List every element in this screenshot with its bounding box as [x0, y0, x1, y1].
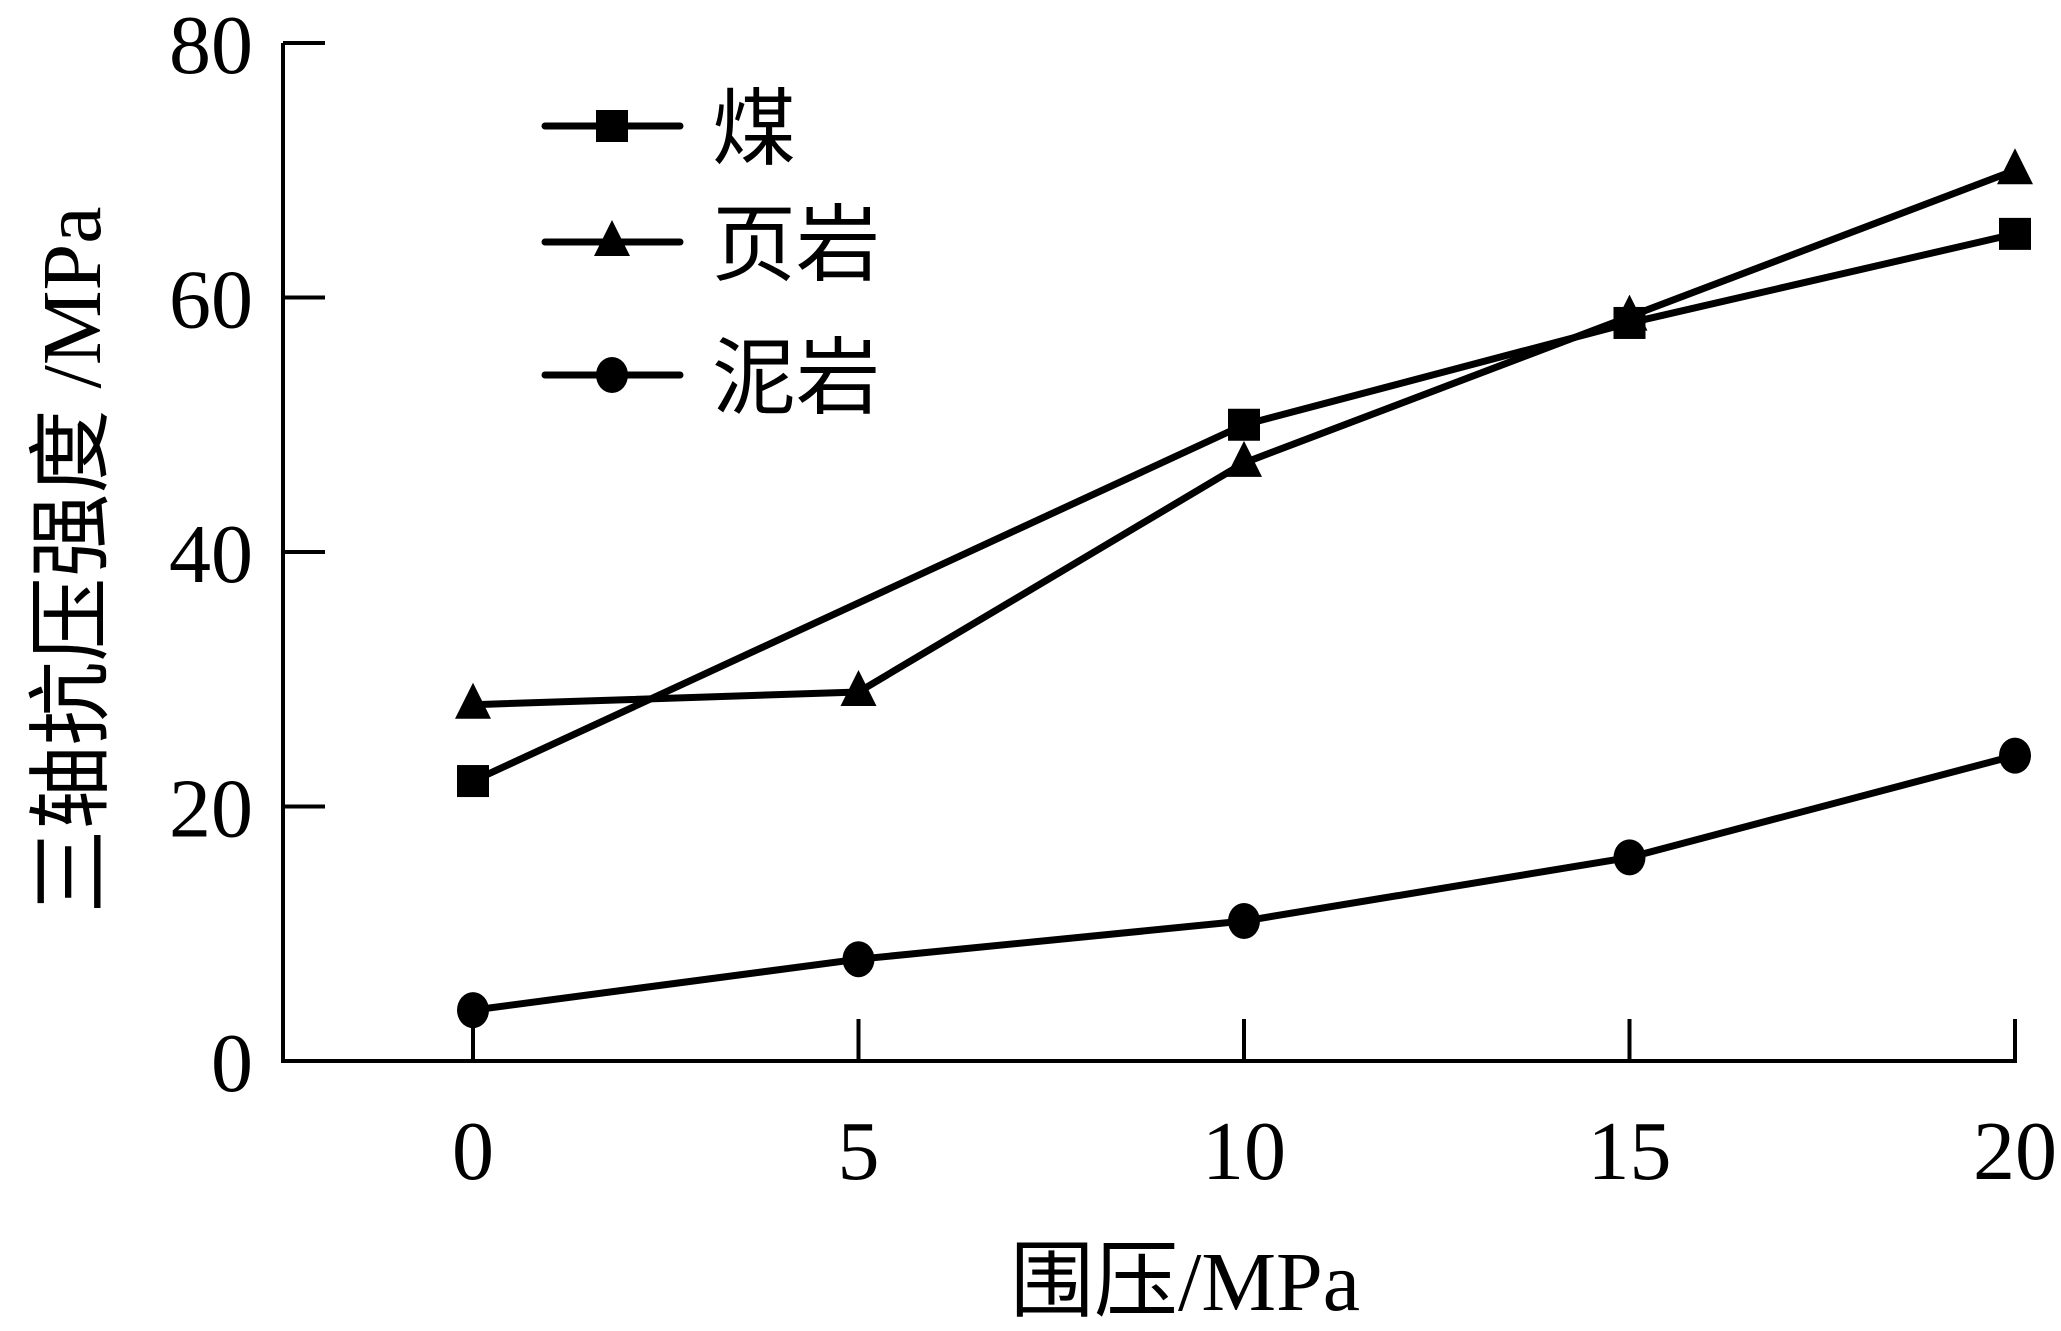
data-point: [1999, 217, 2031, 250]
axis-labels: 围压/MPa 三轴抗压强度 /MPa: [26, 206, 1360, 1329]
data-point: [457, 992, 489, 1029]
x-tick-label: 0: [452, 1105, 494, 1198]
y-tick-label: 80: [169, 0, 253, 92]
legend-item: 页岩: [541, 200, 880, 293]
legend-item: 煤: [541, 84, 796, 177]
y-tick-label: 0: [211, 1017, 253, 1110]
legend-label: 泥岩: [712, 333, 880, 426]
legend-item: 泥岩: [541, 333, 880, 426]
series-line: [472, 752, 2016, 1014]
legend-marker-triangle-icon: [594, 220, 630, 256]
legend-label: 页岩: [712, 200, 880, 293]
data-point: [842, 941, 875, 978]
legend-label: 煤: [712, 84, 796, 177]
data-point: [840, 669, 877, 706]
x-tick-label: 5: [838, 1105, 880, 1198]
data-point: [455, 682, 491, 719]
data-point: [457, 765, 489, 798]
data-point: [1226, 440, 1262, 477]
data-point: [1611, 294, 1648, 331]
legend-marker-square-icon: [596, 110, 628, 142]
y-tick-label: 40: [169, 508, 253, 601]
data-point: [1997, 148, 2033, 185]
x-tick-label: 10: [1202, 1105, 1286, 1198]
legend-marker-circle-icon: [596, 357, 628, 393]
x-tick-label: 15: [1588, 1105, 1672, 1198]
data-point: [1999, 737, 2031, 774]
data-point: [1228, 903, 1260, 940]
series-triangle: [455, 148, 2033, 719]
series-line: [471, 230, 2016, 785]
x-axis-title: 围压/MPa: [1010, 1236, 1360, 1329]
data-point: [1228, 408, 1260, 441]
y-tick-label: 20: [169, 763, 253, 856]
data-series: [455, 148, 2033, 1029]
axes: 0 20 40 60 80 0 5 10 15 20: [169, 0, 2057, 1198]
series-circle: [457, 737, 2031, 1029]
y-tick-label: 60: [169, 254, 253, 347]
y-axis-title: 三轴抗压强度 /MPa: [26, 206, 119, 913]
x-tick-label: 20: [1973, 1105, 2057, 1198]
series-square: [457, 217, 2031, 798]
data-point: [1613, 839, 1646, 876]
